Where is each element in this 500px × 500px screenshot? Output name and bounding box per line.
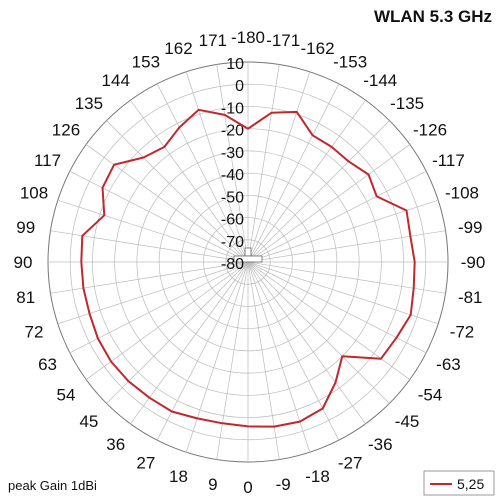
angle-tick-label: 108 — [20, 183, 48, 202]
angle-tick-label: 135 — [75, 94, 103, 113]
angle-tick-label: 63 — [38, 355, 57, 374]
grid-spoke — [247, 120, 390, 263]
angle-tick-label: 90 — [14, 253, 33, 272]
angle-tick-label: 117 — [34, 151, 61, 170]
angle-tick-label: -135 — [390, 94, 424, 113]
grid-spoke — [247, 230, 446, 263]
angle-tick-label: -18 — [305, 467, 330, 486]
angle-tick-label: -81 — [458, 288, 483, 307]
grid-spoke — [247, 261, 411, 380]
grid-spoke — [247, 83, 340, 263]
angle-tick-label: 162 — [164, 39, 192, 58]
angle-tick-label: -144 — [363, 71, 397, 90]
grid-spoke — [106, 120, 249, 263]
angle-tick-label: 54 — [57, 385, 76, 404]
grid-spoke — [50, 261, 249, 294]
angle-tick-label: 27 — [136, 453, 155, 472]
angle-tick-label: -90 — [461, 253, 486, 272]
angle-tick-label: 9 — [208, 475, 217, 494]
grid-spoke — [216, 261, 249, 460]
angle-tick-label: 72 — [25, 323, 44, 342]
grid-spoke — [85, 144, 249, 263]
series-layer — [80, 108, 416, 428]
grid-spoke — [247, 261, 446, 294]
radial-labels: 10 0 -10 -20 -30 -40 -50 -60 -70 -80 — [221, 56, 244, 273]
angle-tick-label: -126 — [413, 121, 447, 140]
grid-spoke — [247, 261, 390, 404]
grid-spoke — [216, 64, 249, 263]
legend-label: 5,25 — [457, 476, 484, 492]
angle-tick-label: 99 — [16, 218, 35, 237]
radial-tick-label: -50 — [221, 189, 244, 206]
grid-spoke — [57, 199, 249, 263]
grid-spoke — [247, 261, 280, 460]
radial-tick-label: -60 — [221, 212, 244, 229]
angle-tick-label: -180 — [231, 28, 265, 47]
grid-spoke — [85, 261, 249, 380]
grid-spoke — [156, 83, 249, 263]
grid-spoke — [247, 261, 311, 453]
grid-spoke — [69, 170, 249, 263]
grid-spoke — [156, 261, 249, 441]
polar-grid — [47, 61, 449, 463]
angle-tick-label: -162 — [301, 39, 335, 58]
grid-spoke — [185, 71, 249, 263]
grid-spoke — [69, 261, 249, 354]
angle-tick-label: -9 — [276, 475, 291, 494]
angle-tick-label: 36 — [106, 435, 125, 454]
angle-tick-label: -72 — [450, 323, 475, 342]
angle-tick-label: 18 — [169, 467, 188, 486]
grid-spoke — [106, 261, 249, 404]
radial-tick-label: 10 — [226, 56, 244, 73]
radial-tick-label: -70 — [221, 234, 244, 251]
angle-tick-label: -36 — [368, 435, 393, 454]
angle-tick-label: -171 — [266, 31, 300, 50]
radial-tick-label: -10 — [221, 100, 244, 117]
legend: 5,25 — [423, 470, 495, 496]
angle-tick-label: -108 — [445, 183, 479, 202]
grid-spoke — [247, 261, 340, 441]
angle-tick-label: 171 — [199, 31, 227, 50]
angle-tick-label: 0 — [243, 478, 252, 497]
angle-tick-label: -27 — [338, 453, 363, 472]
grid-spoke — [247, 170, 427, 263]
angle-tick-label: -117 — [432, 151, 465, 170]
angle-tick-label: 144 — [102, 71, 130, 90]
grid-spoke — [130, 261, 249, 425]
grid-spoke — [130, 99, 249, 263]
angle-tick-label: -54 — [418, 385, 443, 404]
angle-tick-label: 45 — [79, 412, 98, 431]
angle-tick-label: -153 — [333, 53, 367, 72]
center-marker-base — [233, 255, 263, 263]
radial-tick-label: -20 — [221, 123, 244, 140]
radial-tick-label: -80 — [221, 256, 244, 273]
angle-tick-label: -99 — [458, 218, 483, 237]
grid-spoke — [247, 144, 411, 263]
angle-tick-label: -45 — [395, 412, 420, 431]
grid-spoke — [247, 261, 366, 425]
angle-tick-label: 153 — [132, 53, 160, 72]
angle-tick-label: 81 — [16, 288, 35, 307]
grid-spoke — [247, 71, 311, 263]
grid-spoke — [247, 261, 439, 325]
angle-tick-label: -63 — [436, 355, 461, 374]
angle-tick-label: 126 — [52, 121, 80, 140]
series-line — [80, 108, 416, 428]
chart-title: WLAN 5.3 GHz — [374, 7, 492, 26]
angle-labels: -180 -171 -162-153-144-135-126-117-108-99-… — [14, 28, 486, 497]
radial-tick-label: -30 — [221, 145, 244, 162]
grid-spoke — [247, 99, 366, 263]
grid-spoke — [247, 64, 280, 263]
grid-spoke — [57, 261, 249, 325]
peak-gain-note: peak Gain 1dBi — [8, 478, 97, 493]
grid-spoke — [247, 261, 427, 354]
radial-tick-label: 0 — [235, 78, 244, 95]
grid-spoke — [50, 230, 249, 263]
center-marker — [244, 247, 252, 257]
radial-tick-label: -40 — [221, 167, 244, 184]
grid-spoke — [185, 261, 249, 453]
